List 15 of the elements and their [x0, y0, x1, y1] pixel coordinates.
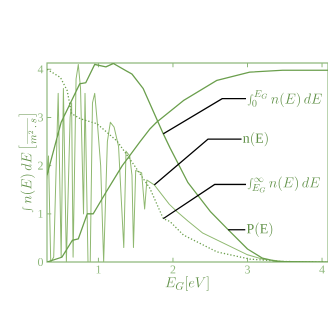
- y-tick-label: 4: [38, 65, 44, 74]
- x-tick-label: 1: [96, 266, 101, 274]
- x-tick-label: 3: [245, 266, 250, 274]
- y-axis-title: $\int n(E)\,dE\left[\frac{}{m^2\,.\,s}\right]$: [18, 114, 37, 212]
- y-tick-label: 1: [38, 210, 43, 218]
- x-tick-label: 4: [319, 266, 325, 274]
- y-tick-label: 0: [38, 258, 44, 266]
- annotation: $\mathrm{n(E)}$: [243, 132, 268, 146]
- annotation: $\int_0^{E_G} n(E)\,dE$: [248, 90, 322, 108]
- annotation: $\int_{E_G}^{\infty} n(E)\,dE$: [248, 176, 320, 192]
- y-tick-label: 2: [38, 162, 43, 170]
- y-tick-label: 3: [38, 113, 44, 122]
- x-tick-label: 2: [170, 266, 176, 274]
- x-axis-title: $E_G[eV]$: [166, 276, 208, 291]
- annotation: $\mathrm{P(E)}$: [246, 222, 272, 237]
